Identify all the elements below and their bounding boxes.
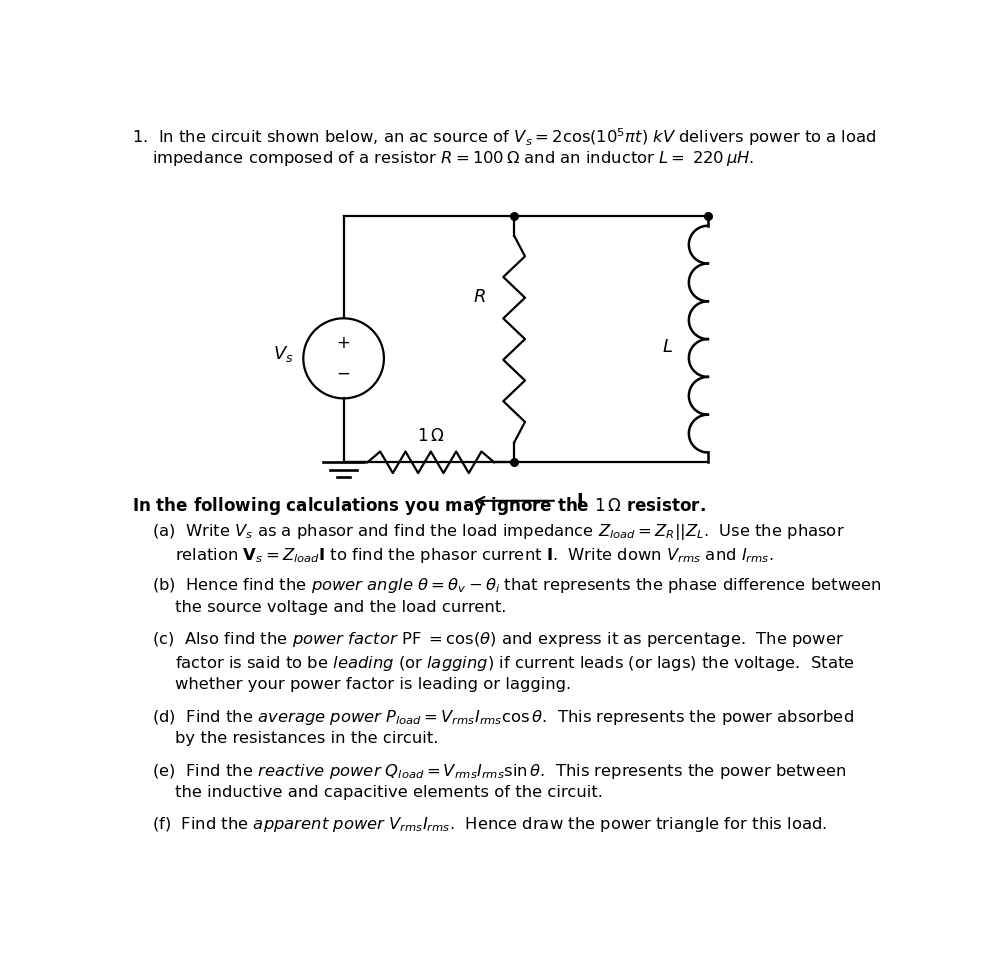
Text: $V_s$: $V_s$ xyxy=(273,345,294,365)
Text: $R$: $R$ xyxy=(473,288,486,306)
Text: (e)  Find the $\mathit{reactive\ power}$ $Q_{load} = V_{rms}I_{rms}\sin\theta$. : (e) Find the $\mathit{reactive\ power}$ … xyxy=(152,761,846,781)
Text: $\mathbf{I}$: $\mathbf{I}$ xyxy=(576,492,583,510)
Text: (d)  Find the $\mathit{average\ power}$ $P_{load} = V_{rms}I_{rms}\cos\theta$.  : (d) Find the $\mathit{average\ power}$ $… xyxy=(152,707,854,727)
Text: −: − xyxy=(337,365,351,383)
Text: the source voltage and the load current.: the source voltage and the load current. xyxy=(176,600,507,615)
Text: impedance composed of a resistor $R = 100\,\Omega$ and an inductor $L =\; 220\,\: impedance composed of a resistor $R = 10… xyxy=(152,150,754,168)
Text: relation $\mathbf{V}_s = Z_{load}\mathbf{I}$ to find the phasor current $\mathbf: relation $\mathbf{V}_s = Z_{load}\mathbf… xyxy=(176,546,774,565)
Text: $1\,\Omega$: $1\,\Omega$ xyxy=(417,427,445,446)
Text: the inductive and capacitive elements of the circuit.: the inductive and capacitive elements of… xyxy=(176,785,603,800)
Text: (c)  Also find the $\mathit{power\ factor}$ PF $= \cos(\theta)$ and express it a: (c) Also find the $\mathit{power\ factor… xyxy=(152,630,845,649)
Text: +: + xyxy=(337,334,351,352)
Text: In the following calculations you may ignore the $1\,\Omega$ resistor.: In the following calculations you may ig… xyxy=(132,495,706,517)
Text: by the resistances in the circuit.: by the resistances in the circuit. xyxy=(176,731,439,746)
Text: (f)  Find the $\mathit{apparent\ power}$ $V_{rms}I_{rms}$.  Hence draw the power: (f) Find the $\mathit{apparent\ power}$ … xyxy=(152,815,827,835)
Text: (b)  Hence find the $\mathit{power\ angle}$ $\theta = \theta_v - \theta_i$ that : (b) Hence find the $\mathit{power\ angle… xyxy=(152,576,882,595)
Text: $L$: $L$ xyxy=(662,338,673,356)
Text: 1.  In the circuit shown below, an ac source of $V_s = 2\cos(10^5\pi t)$ $kV$ de: 1. In the circuit shown below, an ac sou… xyxy=(132,125,877,148)
Text: (a)  Write $V_s$ as a phasor and find the load impedance $Z_{load} = Z_R||Z_L$. : (a) Write $V_s$ as a phasor and find the… xyxy=(152,522,846,542)
Text: whether your power factor is leading or lagging.: whether your power factor is leading or … xyxy=(176,677,572,692)
Text: factor is said to be $\mathit{leading}$ (or $\mathit{lagging}$) if current leads: factor is said to be $\mathit{leading}$ … xyxy=(176,653,855,673)
